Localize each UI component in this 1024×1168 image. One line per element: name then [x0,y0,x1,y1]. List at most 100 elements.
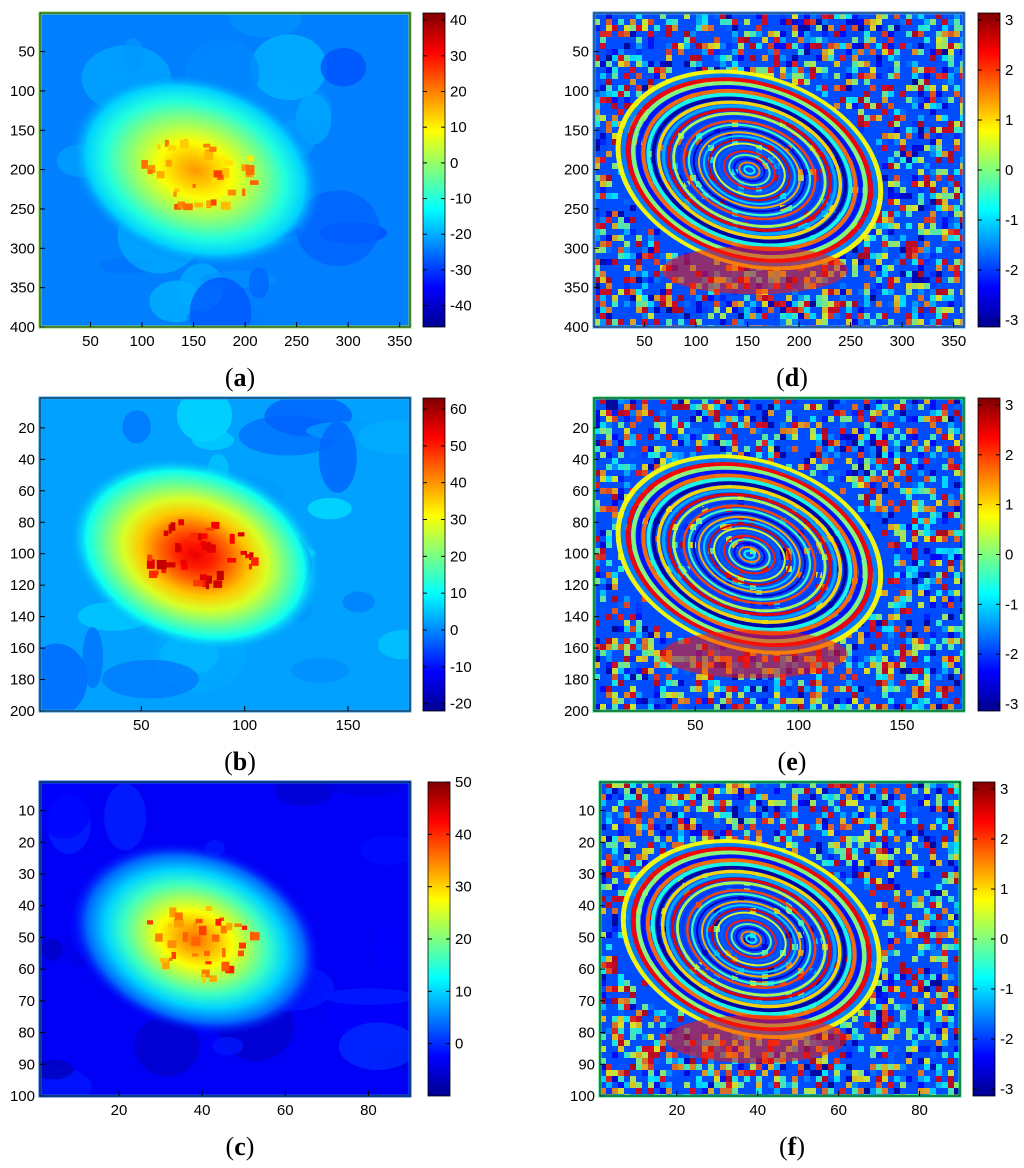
x-tick-label: 150 [335,717,360,734]
x-tick-label: 200 [787,333,812,350]
y-tick-label: 140 [10,609,35,626]
x-tick-label: 80 [360,1102,377,1119]
colorbar-tick-label: -40 [450,298,472,315]
y-tick-label: 20 [578,834,595,851]
y-tick-label: 100 [10,546,35,563]
y-tick-label: 100 [10,83,35,100]
x-tick-label: 40 [194,1102,211,1119]
panel-label: (d) [776,363,808,392]
colorbar-tick-label: -2 [1005,646,1018,663]
colorbar-tick-label: -3 [1005,312,1018,329]
colorbar-tick-label: 60 [450,401,467,418]
y-tick-label: 140 [564,609,589,626]
heatmap-b [40,398,410,711]
x-tick-label: 60 [277,1102,294,1119]
colorbar-tick-label: -2 [1005,262,1018,279]
panel-d: 50 100 150 200 250 300 350 50 100 150 200 250 300 350… [564,11,1018,392]
colorbar-tick-label: -20 [450,226,472,243]
colorbar-tick-label: 30 [455,879,472,896]
colorbar-tick-label: 10 [450,585,467,602]
y-tick-label: 60 [578,961,595,978]
colorbar-tick-label: 40 [450,475,467,492]
colorbar-tick-label: 20 [450,84,467,101]
y-tick-label: 120 [564,577,589,594]
y-tick-label: 180 [10,672,35,689]
colorbar-tick-label: 20 [450,548,467,565]
y-tick-label: 40 [18,898,35,915]
y-tick-label: 60 [572,483,589,500]
y-tick-label: 150 [564,122,589,139]
heatmap-a [40,13,410,327]
colorbar-tick-label: 2 [1005,62,1013,79]
x-tick-label: 150 [735,333,760,350]
x-tick-label: 150 [889,717,914,734]
colorbar-tick-label: 50 [450,438,467,455]
colorbar-a [422,12,446,328]
x-tick-label: 350 [387,333,412,350]
x-tick-label: 50 [82,333,99,350]
x-tick-label: 250 [284,333,309,350]
colorbar-tick-label: 50 [455,774,472,791]
colorbar-tick-label: 2 [1000,831,1008,848]
y-tick-label: 10 [578,803,595,820]
panel-label: (b) [224,747,256,776]
colorbar-tick-label: 30 [450,48,467,65]
x-tick-label: 300 [890,333,915,350]
colorbar-tick-label: 2 [1005,447,1013,464]
colorbar-tick-label: 0 [450,155,458,172]
heatmap-f [600,782,960,1096]
x-tick-label: 250 [838,333,863,350]
y-tick-label: 200 [564,162,589,179]
y-tick-label: 40 [18,451,35,468]
y-tick-label: 20 [18,834,35,851]
x-tick-label: 200 [233,333,258,350]
panel-label: (f) [779,1132,805,1161]
colorbar-tick-label: 3 [1000,781,1008,798]
y-tick-label: 80 [18,514,35,531]
x-tick-label: 40 [749,1102,766,1119]
x-tick-label: 100 [684,333,709,350]
y-tick-label: 80 [578,1025,595,1042]
y-tick-label: 70 [578,993,595,1010]
y-tick-label: 30 [578,866,595,883]
y-tick-label: 100 [564,546,589,563]
y-tick-label: 50 [572,44,589,61]
y-tick-label: 90 [18,1056,35,1073]
x-tick-label: 20 [669,1102,686,1119]
y-tick-label: 50 [18,44,35,61]
y-tick-label: 160 [564,640,589,657]
y-tick-label: 250 [10,201,35,218]
y-tick-label: 350 [10,280,35,297]
y-tick-label: 100 [570,1088,595,1105]
y-tick-label: 80 [18,1025,35,1042]
y-tick-label: 200 [564,703,589,720]
colorbar-tick-label: 0 [1000,931,1008,948]
colorbar-tick-label: 1 [1005,497,1013,514]
heatmap-c [40,782,410,1096]
y-tick-label: 120 [10,577,35,594]
y-tick-label: 10 [18,803,35,820]
colorbar-tick-label: 3 [1005,12,1013,29]
x-tick-label: 60 [830,1102,847,1119]
colorbar-tick-label: 10 [450,119,467,136]
colorbar-tick-label: 3 [1005,397,1013,414]
y-tick-label: 30 [18,866,35,883]
colorbar-tick-label: 40 [455,826,472,843]
heatmap-d [594,13,964,327]
colorbar-tick-label: -3 [1000,1081,1013,1098]
y-tick-label: 250 [564,201,589,218]
heatmap-e [594,398,964,711]
y-tick-label: 350 [564,280,589,297]
y-tick-label: 70 [18,993,35,1010]
colorbar-tick-label: -10 [450,659,472,676]
colorbar-tick-label: 40 [450,12,467,29]
panel-label: (a) [225,363,255,392]
y-tick-label: 100 [10,1088,35,1105]
y-tick-label: 40 [578,898,595,915]
colorbar-tick-label: 0 [1005,162,1013,179]
y-tick-label: 150 [10,122,35,139]
colorbar-tick-label: -1 [1005,212,1018,229]
y-tick-label: 80 [572,514,589,531]
y-tick-label: 20 [18,420,35,437]
panel-e: 50 100 150 20 40 60 80 100 120 140 160 180 200 3 2 1 0 -1… [564,396,1018,776]
